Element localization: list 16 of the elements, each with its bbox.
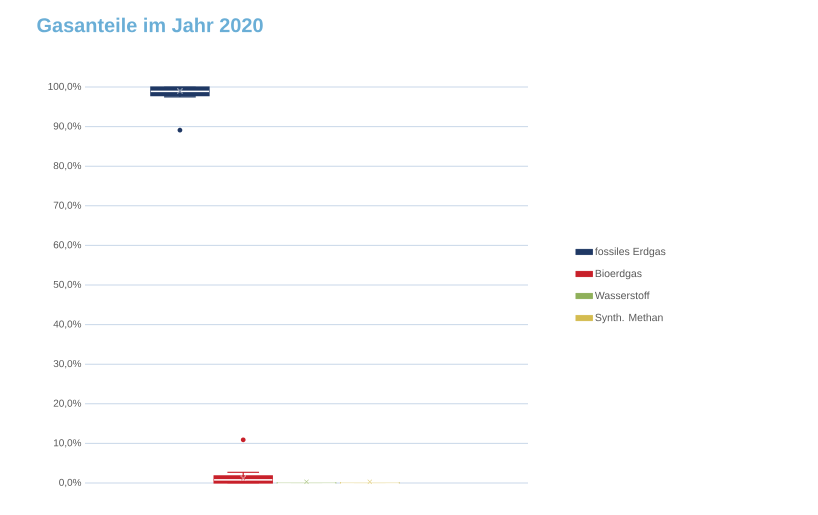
y-tick-label: 70,0% [54,202,82,210]
y-tick-label: 0,0% [59,478,82,488]
y-tick-label: 10,0% [54,439,82,448]
chart-title: Gasanteile im Jahr 2020 [37,18,263,32]
y-tick-label: 100,0% [48,82,82,92]
y-tick-label: 50,0% [54,280,82,290]
y-tick-label: 60,0% [54,241,82,250]
y-tick-label: 80,0% [54,162,82,170]
y-tick-label: 20,0% [54,400,82,408]
legend-label: fossiles Erdgas [595,247,666,258]
y-tick-label: 30,0% [54,360,82,368]
legend-label: Synth. Methan [595,313,663,324]
y-tick-label: 90,0% [54,122,82,131]
legend-label: Wasserstoff [594,291,650,300]
legend-label: Bioerdgas [596,269,642,280]
y-tick-label: 40,0% [53,320,82,329]
